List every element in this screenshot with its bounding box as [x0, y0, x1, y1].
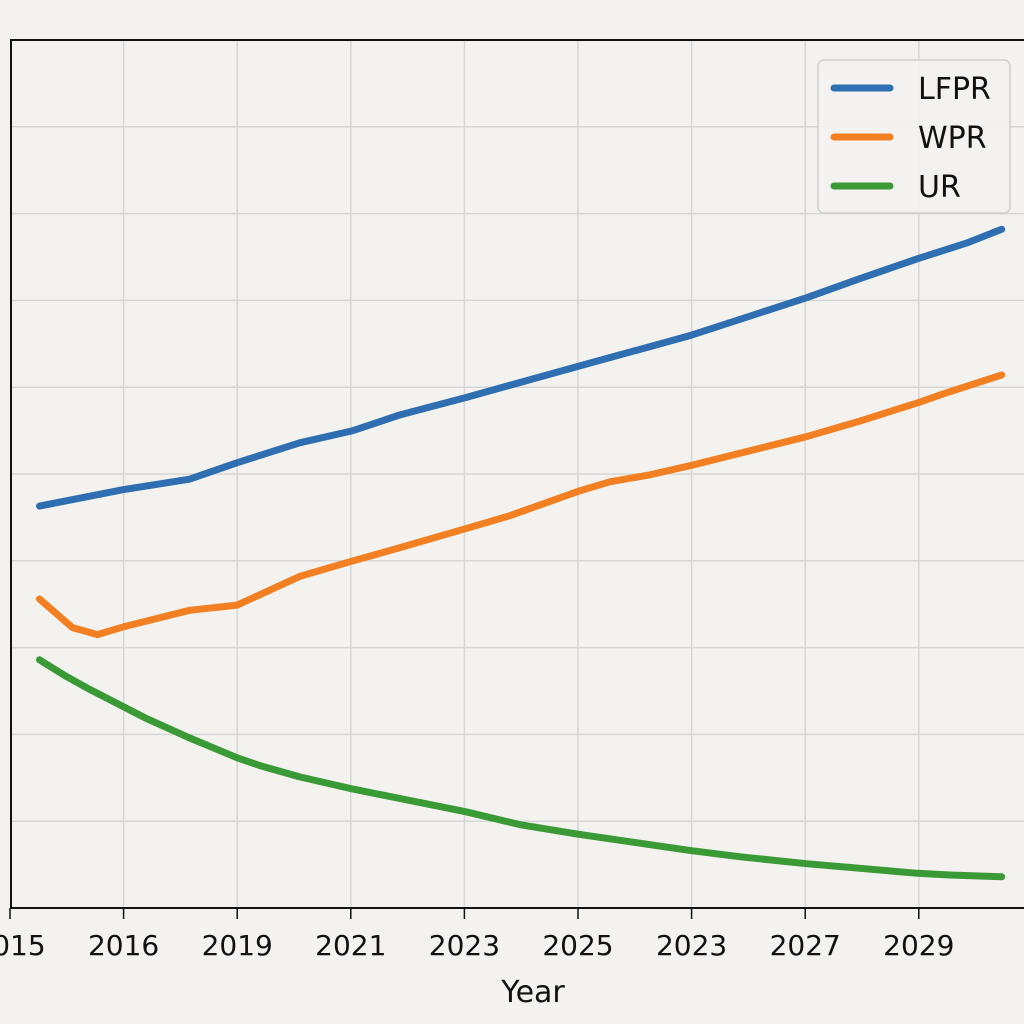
legend-label-wpr: WPR	[918, 121, 987, 156]
legend-label-ur: UR	[918, 170, 961, 205]
legend: LFPR WPR UR	[817, 59, 1011, 214]
series-line-wpr	[36, 371, 1006, 639]
x-tick-label: 2025	[542, 929, 613, 962]
plot-frame	[10, 39, 1024, 909]
x-tick-label: 2029	[883, 929, 954, 962]
series-lines	[36, 225, 1006, 881]
x-tick-label: 2023	[656, 929, 727, 962]
x-tick-label: 2027	[770, 929, 841, 962]
series-line-ur	[36, 656, 1006, 881]
x-tick-label: 2015	[0, 929, 46, 962]
x-axis-label: Year	[500, 975, 565, 1010]
x-tick-label: 2019	[202, 929, 273, 962]
x-tick-label: 2016	[88, 929, 159, 962]
legend-label-lfpr: LFPR	[918, 72, 991, 107]
x-axis-ticks: 20152016201920212023202520232027202920	[0, 908, 954, 962]
legend-box	[817, 59, 1011, 214]
grid	[11, 40, 1024, 908]
series-line-lfpr	[36, 225, 1006, 510]
x-tick-label: 2023	[429, 929, 500, 962]
x-tick-label: 2021	[315, 929, 386, 962]
